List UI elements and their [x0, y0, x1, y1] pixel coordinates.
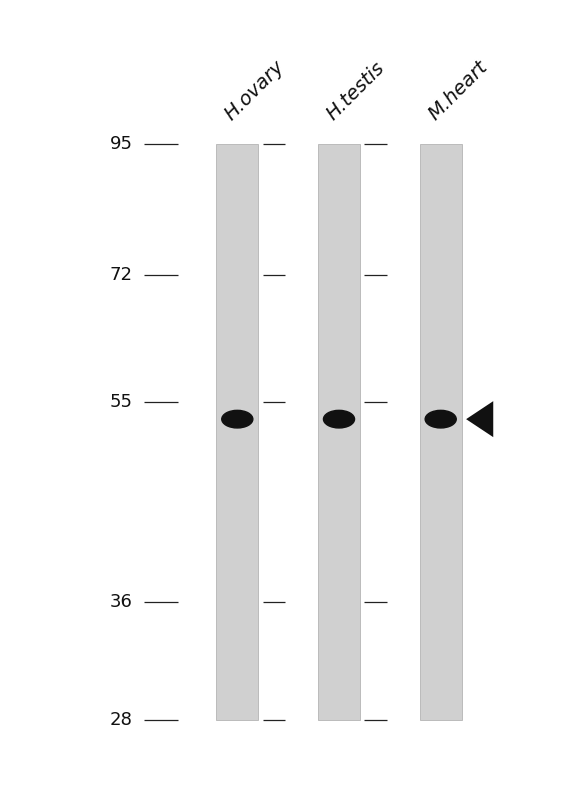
Bar — [318, 144, 360, 720]
Ellipse shape — [323, 410, 355, 428]
Polygon shape — [466, 401, 493, 437]
Bar — [216, 144, 259, 720]
Text: 28: 28 — [110, 711, 133, 729]
Text: H.ovary: H.ovary — [221, 57, 288, 124]
Ellipse shape — [221, 410, 253, 428]
Ellipse shape — [425, 410, 457, 428]
Text: M.heart: M.heart — [424, 58, 491, 124]
Text: 36: 36 — [110, 593, 133, 610]
Text: 55: 55 — [110, 393, 133, 410]
Text: 95: 95 — [110, 135, 133, 153]
Text: H.testis: H.testis — [323, 58, 388, 124]
Bar — [419, 144, 462, 720]
Text: 72: 72 — [110, 266, 133, 284]
